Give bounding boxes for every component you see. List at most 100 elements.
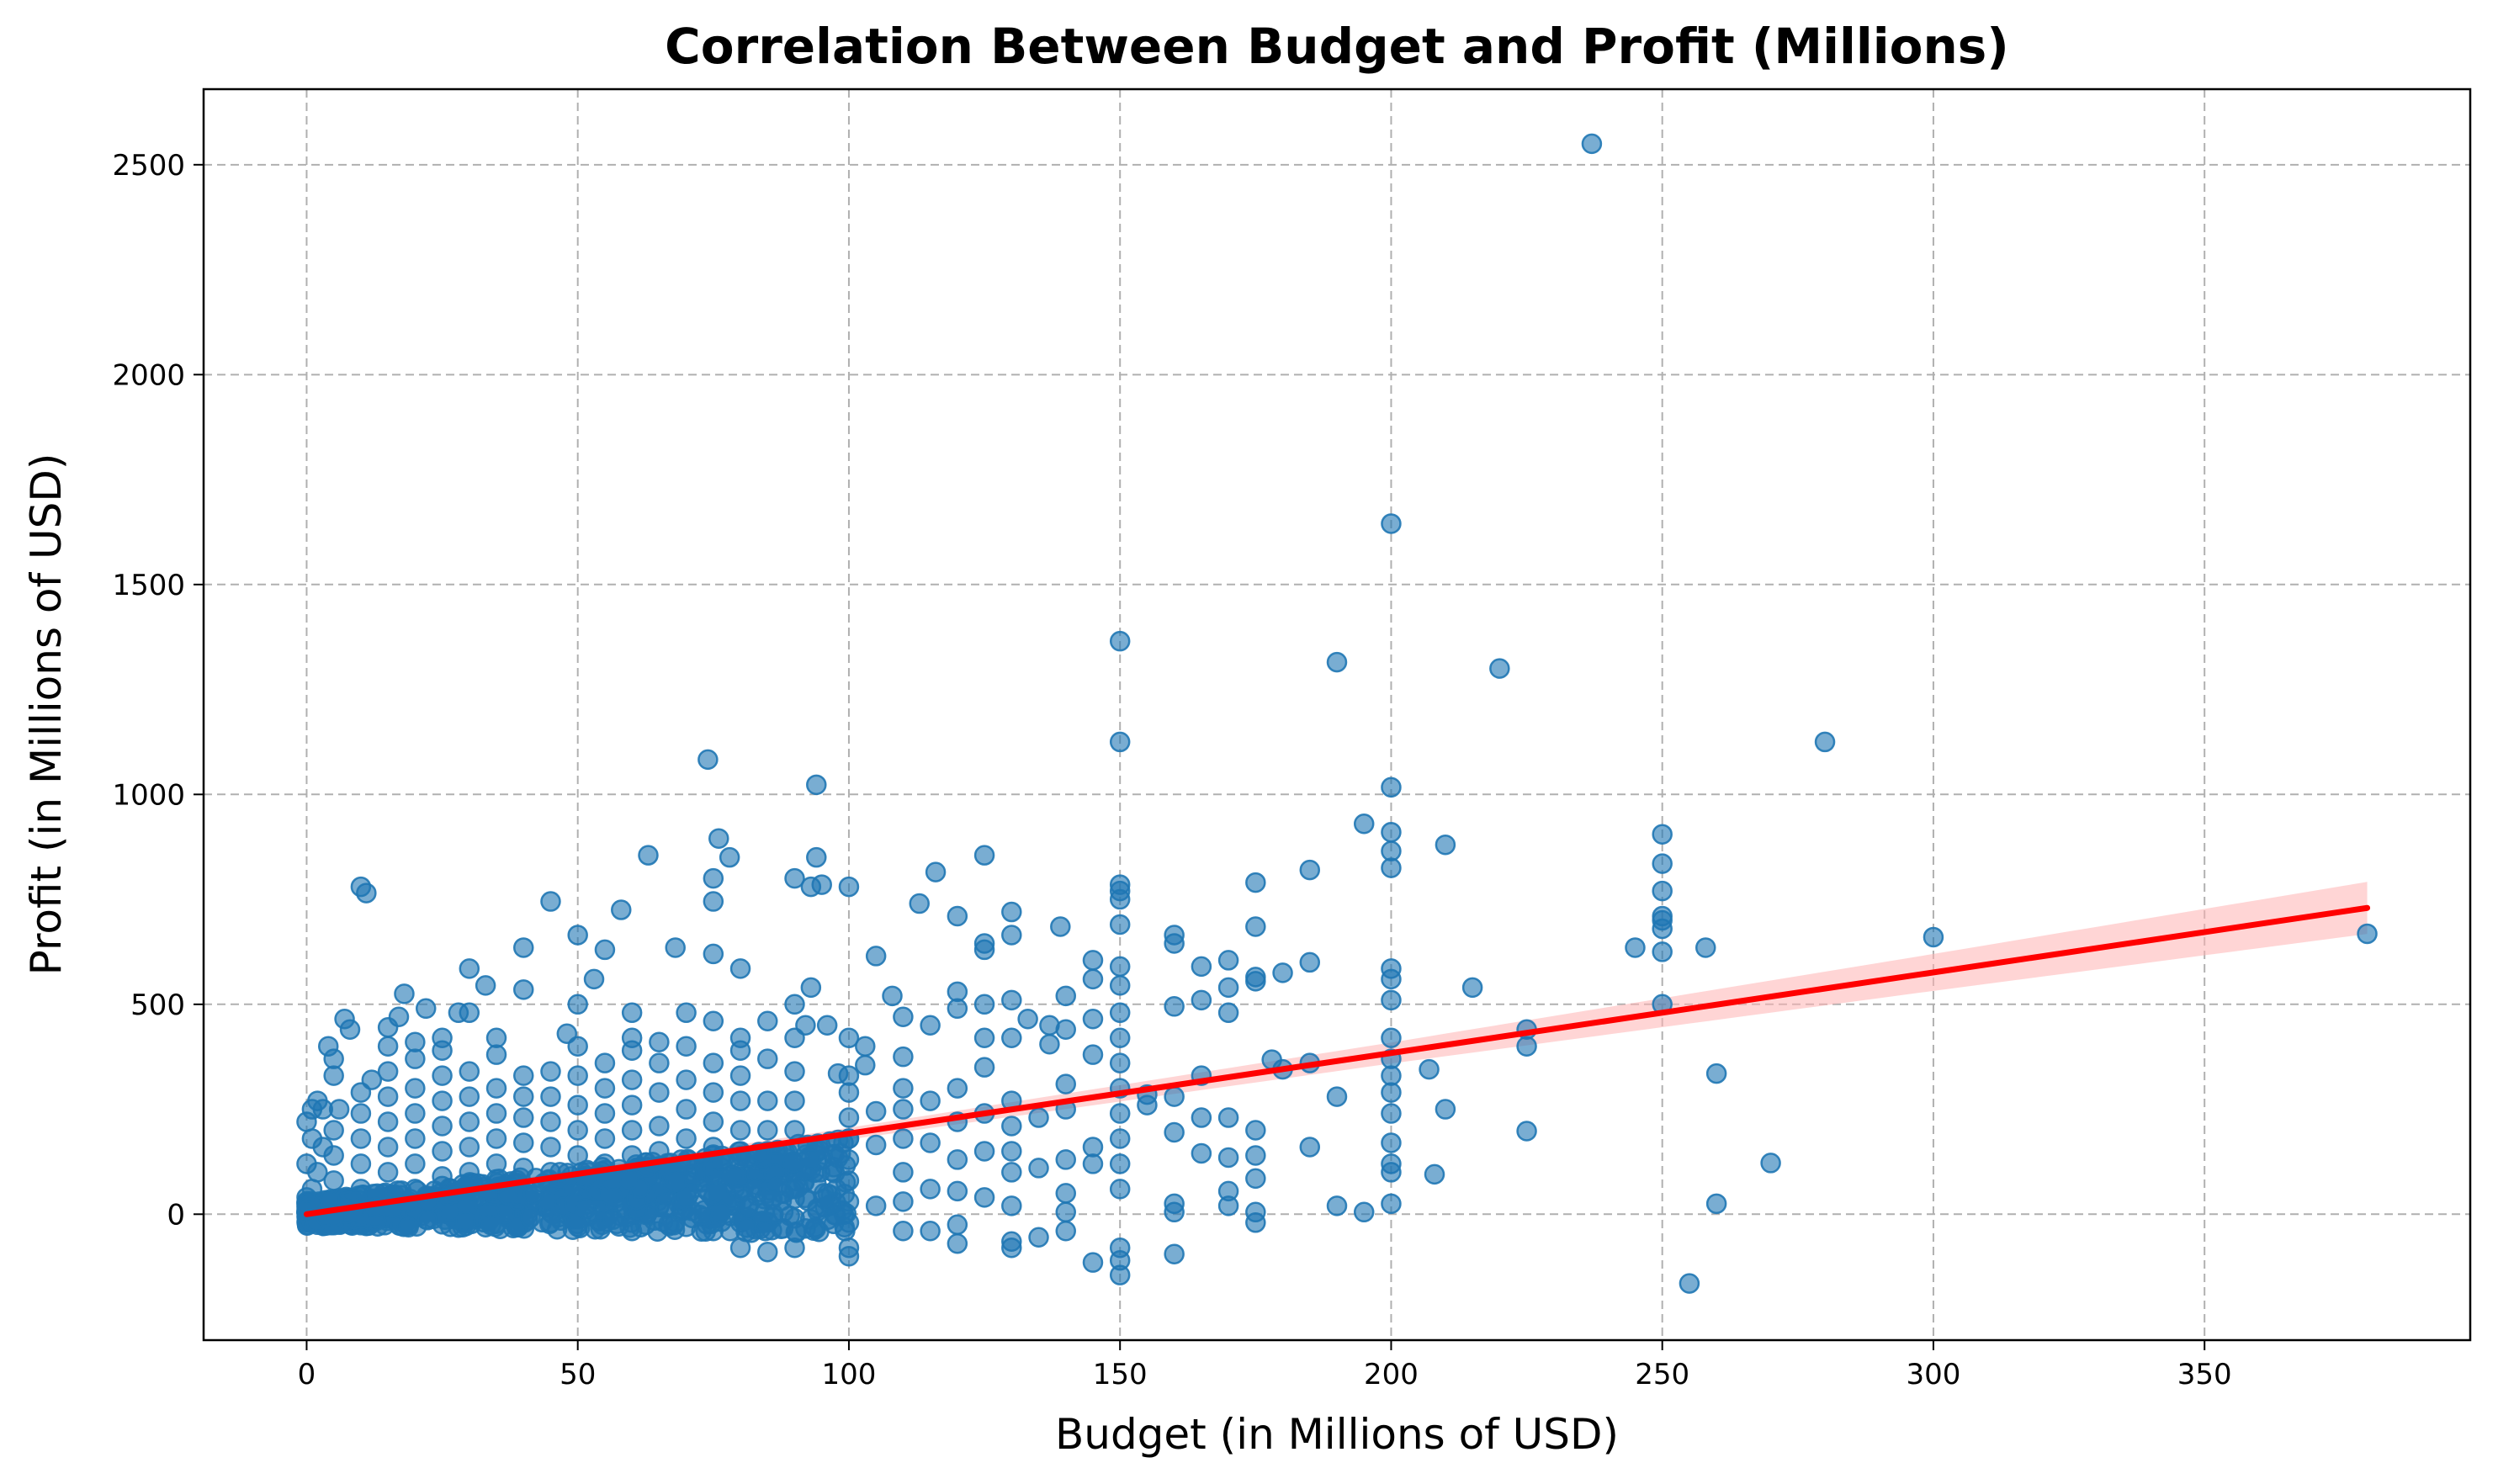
data-point: [947, 981, 968, 1003]
data-point: [1164, 1243, 1185, 1264]
data-point: [1923, 926, 1944, 948]
data-point: [1164, 1121, 1185, 1143]
data-point: [1109, 888, 1131, 910]
data-point: [1217, 950, 1239, 971]
data-point: [882, 985, 903, 1007]
data-point: [703, 1010, 724, 1032]
data-point: [540, 1111, 561, 1132]
data-point: [827, 1063, 849, 1084]
data-point: [398, 1216, 419, 1238]
data-point: [513, 1107, 534, 1128]
data-point: [920, 1221, 941, 1242]
y-tick-label: 1500: [112, 569, 185, 602]
data-point: [784, 1027, 805, 1048]
data-point: [448, 1002, 469, 1024]
data-point: [1055, 1073, 1077, 1094]
data-point: [1516, 1036, 1537, 1057]
data-point: [1381, 1162, 1402, 1183]
data-point: [1326, 1086, 1348, 1107]
data-point: [1217, 1147, 1239, 1169]
data-point: [296, 1111, 317, 1132]
data-point: [1082, 950, 1104, 971]
data-point: [594, 1103, 616, 1124]
data-point: [323, 1065, 344, 1086]
data-point: [838, 1107, 860, 1128]
data-point: [800, 876, 822, 898]
data-point: [1109, 1179, 1131, 1200]
data-point: [827, 1147, 849, 1169]
data-point: [1164, 1086, 1185, 1107]
data-point: [432, 1090, 453, 1111]
data-point: [1191, 989, 1212, 1011]
data-point: [485, 1027, 507, 1048]
data-point: [350, 876, 372, 898]
data-point: [1326, 651, 1348, 673]
data-point: [594, 939, 616, 961]
data-point: [1109, 1002, 1131, 1024]
data-point: [800, 977, 822, 999]
data-point: [1381, 989, 1402, 1011]
data-point: [1001, 1027, 1022, 1048]
data-point: [1055, 1183, 1077, 1204]
data-point: [432, 1116, 453, 1137]
data-point: [1261, 1049, 1282, 1070]
data-point: [1652, 941, 1673, 962]
data-point: [676, 1099, 697, 1120]
data-point: [855, 1054, 876, 1076]
data-point: [1652, 880, 1673, 902]
y-tick-label: 0: [167, 1198, 185, 1232]
data-point: [729, 1120, 751, 1141]
data-point: [947, 1232, 968, 1254]
data-point: [757, 1090, 778, 1111]
data-point: [735, 1217, 757, 1238]
data-point: [594, 1078, 616, 1099]
data-point: [1001, 1116, 1022, 1137]
data-point: [838, 1082, 860, 1103]
data-point: [757, 1120, 778, 1141]
data-point: [1814, 731, 1836, 753]
data-point: [432, 1065, 453, 1086]
data-point: [806, 774, 827, 796]
data-point: [823, 1213, 845, 1235]
data-point: [1109, 914, 1131, 935]
data-point: [920, 1132, 941, 1153]
data-point: [893, 1162, 914, 1183]
data-point: [1245, 971, 1266, 992]
data-point: [1435, 1099, 1456, 1120]
data-points: [296, 133, 2378, 1294]
data-point: [513, 1065, 534, 1086]
data-point: [1381, 1193, 1402, 1215]
data-point: [838, 876, 860, 898]
data-point: [1381, 513, 1402, 534]
data-point: [973, 994, 995, 1015]
data-point: [540, 891, 561, 912]
chart-title: Correlation Between Budget and Profit (M…: [665, 18, 2009, 75]
data-point: [909, 893, 930, 914]
data-point: [676, 1036, 697, 1057]
data-point: [1082, 968, 1104, 990]
data-point: [567, 1065, 588, 1086]
data-point: [323, 1120, 344, 1141]
data-point: [621, 1040, 643, 1061]
data-point: [621, 1002, 643, 1024]
data-point: [1001, 1141, 1022, 1162]
data-point: [567, 994, 588, 1015]
data-point: [697, 749, 719, 771]
data-point: [737, 1197, 758, 1218]
data-point: [1028, 1107, 1049, 1128]
data-point: [1705, 1063, 1727, 1084]
data-point: [567, 925, 588, 946]
data-point: [729, 1090, 751, 1111]
data-point: [649, 1031, 670, 1052]
data-point: [1109, 975, 1131, 996]
data-point: [1082, 1153, 1104, 1174]
data-point: [334, 1009, 355, 1030]
data-point: [405, 1078, 426, 1099]
data-point: [676, 1128, 697, 1149]
data-point: [1055, 985, 1077, 1007]
data-point: [719, 846, 740, 868]
regression-line: [303, 904, 2371, 1217]
data-point: [947, 1214, 968, 1236]
y-tick-label: 500: [130, 988, 185, 1022]
